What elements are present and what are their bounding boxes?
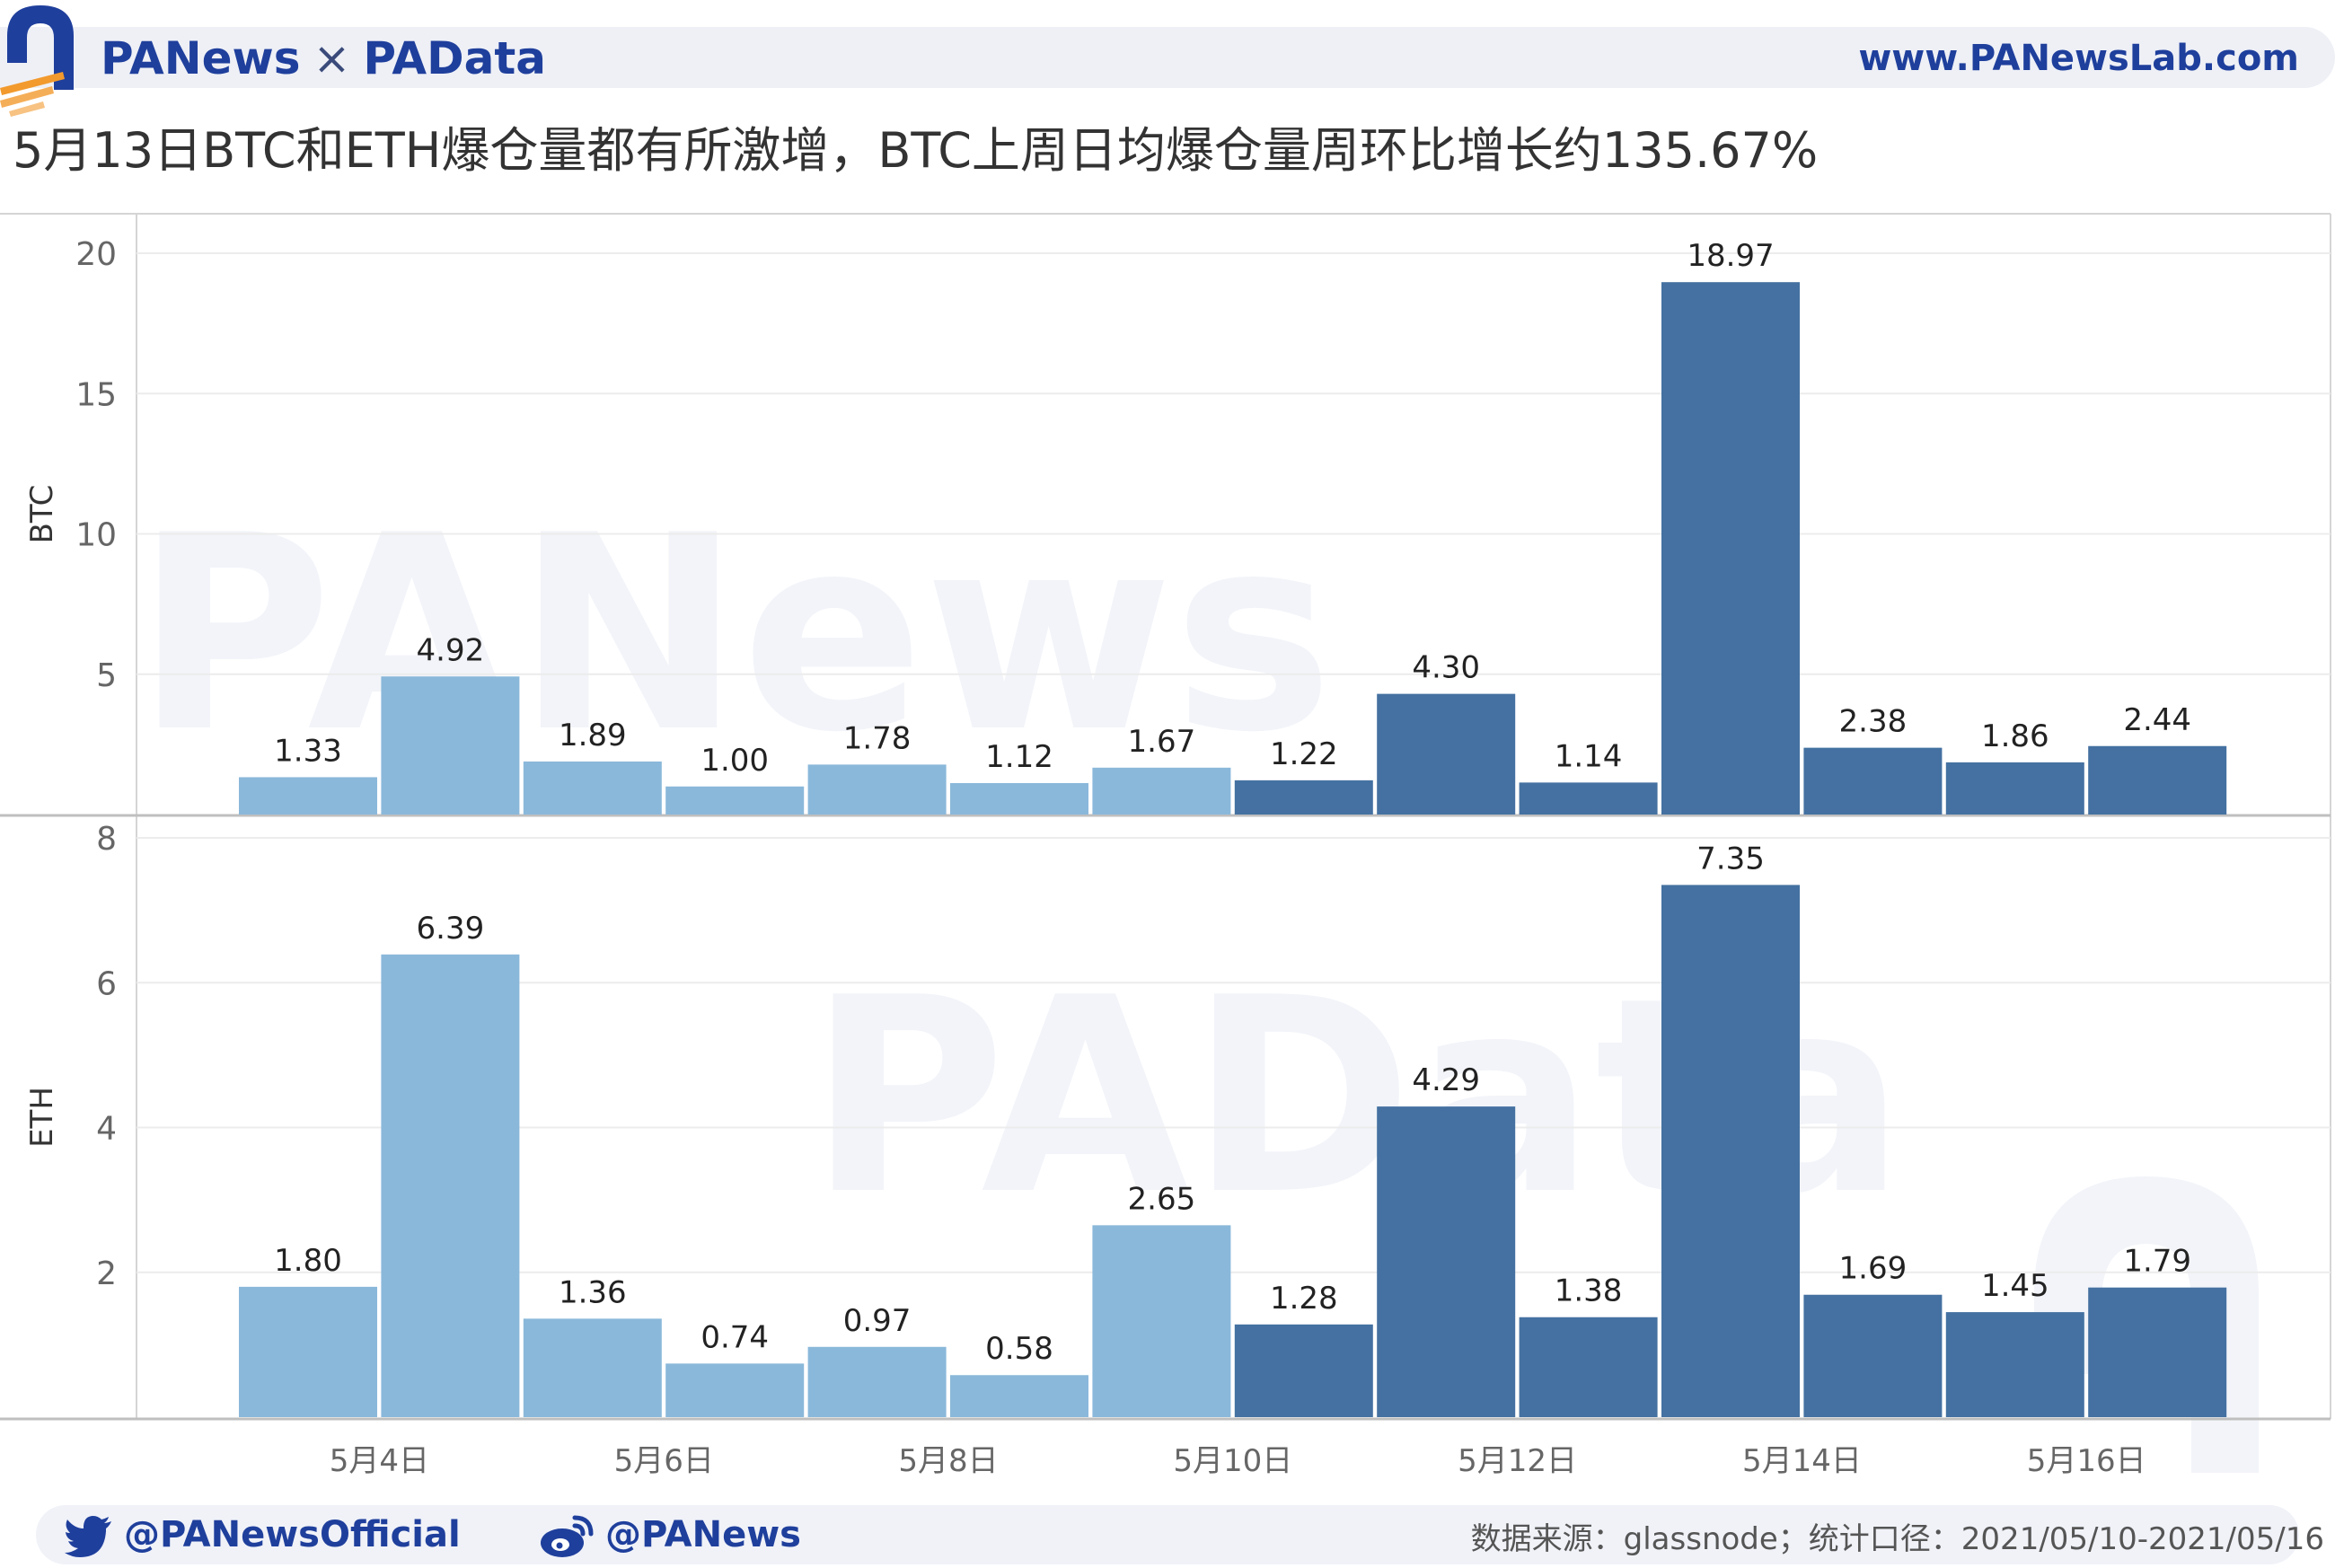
- data-label: 4.29: [1412, 1062, 1480, 1098]
- y-tick-label: 6: [96, 965, 117, 1002]
- bar: [239, 777, 377, 815]
- y-tick-label: 20: [75, 236, 117, 273]
- brand-padata: PAData: [363, 32, 547, 84]
- footer-band: [36, 1505, 2299, 1564]
- y-tick-label: 4: [96, 1111, 117, 1148]
- twitter-account[interactable]: @PANewsOfficial: [65, 1505, 461, 1564]
- bar: [523, 761, 662, 815]
- y-tick-label: 2: [96, 1255, 117, 1292]
- y-tick-label: 15: [75, 376, 117, 413]
- bar: [1234, 1324, 1373, 1417]
- panel-frames: [0, 213, 2331, 1421]
- bar: [950, 783, 1088, 815]
- y-tick-label: 10: [75, 517, 117, 554]
- panews-logo-icon: [0, 5, 74, 117]
- data-label: 1.28: [1270, 1281, 1338, 1317]
- bar: [2088, 745, 2227, 815]
- watermark-panews: PANews: [135, 478, 1334, 791]
- x-tick-label: 5月6日: [614, 1443, 714, 1479]
- bar: [523, 1318, 662, 1417]
- bar-chart: PANews PAData 1.334.921.891.001.781.12 1.…: [0, 213, 2331, 1479]
- y-tick-label: 5: [96, 657, 117, 694]
- header-band: [0, 27, 2335, 88]
- x-tick-label: 5月10日: [1173, 1443, 1292, 1479]
- data-label: 4.92: [417, 632, 485, 668]
- data-label: 2.65: [1128, 1181, 1196, 1217]
- axes: 5 10 15 20 BTC 2 4 6 8 ETH 5月4日 5月6日 5月8日 5月10日 5月12日 5…: [24, 236, 2146, 1479]
- bar: [381, 954, 520, 1417]
- bar: [381, 676, 520, 815]
- bar: [1519, 782, 1658, 815]
- bar: [1803, 1294, 1943, 1417]
- y-axis-label: BTC: [24, 485, 60, 544]
- brand-separator: ×: [313, 32, 351, 84]
- data-label: 1.79: [2123, 1244, 2191, 1280]
- bar: [1803, 747, 1943, 815]
- x-tick-label: 5月16日: [2027, 1443, 2146, 1479]
- bars: [239, 282, 2227, 1417]
- bar: [1945, 1312, 2084, 1417]
- site-url-link[interactable]: www.PANewsLab.com: [1858, 38, 2299, 79]
- data-label: 0.58: [985, 1331, 1053, 1367]
- brand-wordmark: PANews × PAData: [101, 31, 546, 86]
- y-axis-label: ETH: [24, 1087, 60, 1148]
- data-label: 4.30: [1412, 650, 1480, 686]
- data-label: 1.67: [1128, 724, 1196, 760]
- data-label: 2.44: [2123, 702, 2191, 738]
- bar: [665, 1363, 805, 1417]
- data-label: 1.78: [843, 720, 912, 756]
- twitter-icon: [65, 1516, 111, 1557]
- data-label: 1.89: [559, 718, 627, 753]
- data-label: 1.33: [274, 733, 342, 769]
- data-label: 1.86: [1981, 718, 2049, 754]
- bar: [1092, 767, 1231, 815]
- data-label: 1.80: [274, 1243, 342, 1279]
- data-label: 1.22: [1270, 736, 1338, 772]
- weibo-icon: [541, 1515, 594, 1557]
- data-label: 1.14: [1555, 738, 1623, 774]
- data-label: 0.74: [700, 1319, 769, 1355]
- bar: [807, 1346, 947, 1417]
- bar: [1519, 1317, 1658, 1417]
- bar: [1234, 780, 1373, 815]
- bar: [1945, 762, 2084, 815]
- bar: [1661, 282, 1800, 815]
- data-source-note: 数据来源：glassnode；统计口径：2021/05/10-2021/05/1…: [1470, 1521, 2324, 1557]
- data-label: 1.69: [1839, 1251, 1908, 1287]
- data-label: 1.45: [1981, 1268, 2049, 1304]
- data-label: 1.00: [700, 743, 769, 779]
- bar: [1661, 885, 1800, 1417]
- y-tick-label: 8: [96, 821, 117, 858]
- bar: [1377, 1106, 1516, 1417]
- data-label: 0.97: [843, 1303, 912, 1339]
- bar: [2088, 1287, 2227, 1417]
- data-label: 1.38: [1555, 1273, 1623, 1309]
- data-label: 6.39: [417, 911, 485, 947]
- data-label: 1.36: [559, 1274, 627, 1310]
- weibo-account[interactable]: @PANews: [539, 1505, 801, 1564]
- data-label: 18.97: [1687, 238, 1774, 274]
- data-labels: 1.33 4.92 1.89 1.00 1.78 1.12 1.67 1.22 4.30 1.14…: [274, 238, 2191, 1367]
- twitter-handle: @PANewsOfficial: [124, 1514, 461, 1555]
- brand-panews: PANews: [101, 32, 301, 84]
- data-label: 1.12: [985, 739, 1053, 775]
- bar: [239, 1286, 377, 1417]
- bar: [1092, 1225, 1231, 1417]
- x-tick-label: 5月4日: [330, 1443, 429, 1479]
- data-label: 2.38: [1839, 704, 1908, 740]
- bar: [807, 764, 947, 815]
- x-tick-label: 5月12日: [1458, 1443, 1577, 1479]
- chart-title: 5月13日BTC和ETH爆仓量都有所激增，BTC上周日均爆仓量周环比增长约135…: [13, 122, 1819, 179]
- data-label: 7.35: [1696, 841, 1765, 876]
- bar: [665, 786, 805, 815]
- bar: [950, 1375, 1088, 1417]
- weibo-handle: @PANews: [605, 1514, 801, 1555]
- bar: [1377, 693, 1516, 815]
- x-tick-label: 5月8日: [898, 1443, 998, 1479]
- x-tick-label: 5月14日: [1742, 1443, 1862, 1479]
